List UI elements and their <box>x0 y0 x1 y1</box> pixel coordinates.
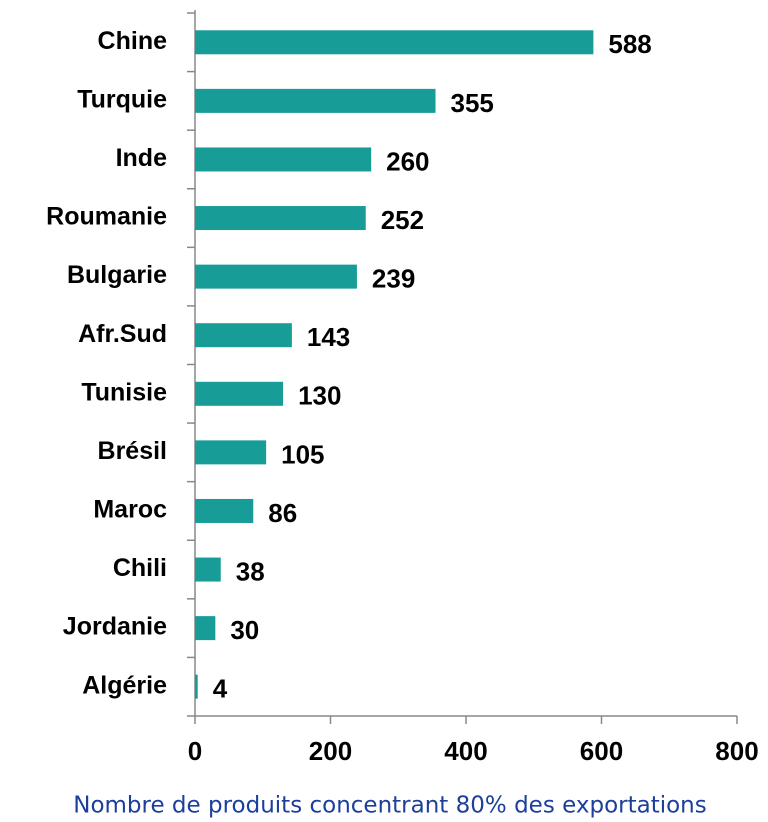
value-label: 588 <box>608 29 651 59</box>
y-tick-label: Brésil <box>98 437 167 465</box>
y-tick-label: Turquie <box>77 85 167 113</box>
x-tick-label: 400 <box>444 736 487 766</box>
x-axis-label: Nombre de produits concentrant 80% des e… <box>73 793 707 819</box>
bar <box>195 674 198 699</box>
value-label: 38 <box>236 556 265 586</box>
y-tick-label: Inde <box>116 144 167 172</box>
y-tick-label: Maroc <box>93 496 167 524</box>
value-label: 355 <box>451 88 494 118</box>
bar <box>195 440 267 465</box>
bar <box>195 616 216 641</box>
bar <box>195 498 254 523</box>
y-tick-label: Chili <box>113 554 167 582</box>
y-tick-label: Chine <box>98 27 168 55</box>
x-tick-label: 800 <box>715 736 758 766</box>
bar <box>195 381 284 406</box>
bar <box>195 323 292 348</box>
y-tick-label: Roumanie <box>46 203 167 231</box>
value-label: 130 <box>298 381 341 411</box>
y-tick-label: Afr.Sud <box>78 320 167 348</box>
bar <box>195 30 594 55</box>
value-label: 260 <box>386 146 429 176</box>
y-tick-label: Jordanie <box>63 613 167 641</box>
value-label: 239 <box>372 264 415 294</box>
value-label: 4 <box>213 674 228 704</box>
x-tick-label: 600 <box>580 736 623 766</box>
y-tick-label: Bulgarie <box>67 261 167 289</box>
bar <box>195 264 357 289</box>
value-label: 143 <box>307 322 350 352</box>
bar <box>195 88 436 113</box>
y-tick-label: Tunisie <box>81 378 167 406</box>
bar <box>195 147 372 172</box>
value-label: 105 <box>281 439 324 469</box>
value-label: 252 <box>381 205 424 235</box>
value-label: 86 <box>268 498 297 528</box>
x-tick-label: 0 <box>188 736 202 766</box>
y-tick-label: Algérie <box>82 671 167 699</box>
value-label: 30 <box>230 615 259 645</box>
bar <box>195 206 366 231</box>
bar <box>195 557 221 582</box>
x-tick-label: 200 <box>309 736 352 766</box>
